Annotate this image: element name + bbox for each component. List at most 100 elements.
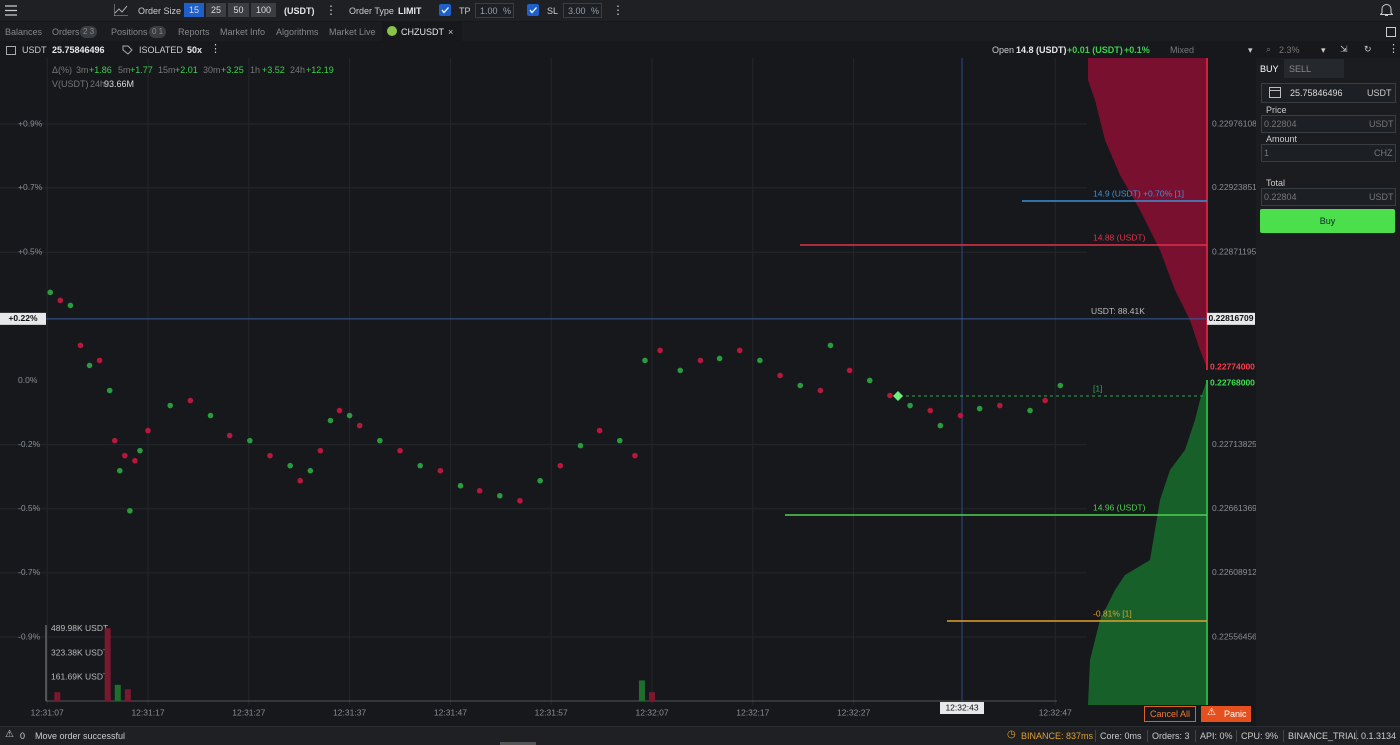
tp-input[interactable] [475,3,514,18]
wallet-icon [1269,87,1281,98]
zoom[interactable]: 2.3% [1279,45,1300,55]
panic-button[interactable]: ⚠ Panic [1201,706,1251,722]
size-button[interactable]: 50 [228,3,249,17]
buy-button[interactable]: Buy [1260,209,1395,233]
order-size-label: Order Size [138,6,182,16]
tab[interactable]: Positions [111,27,148,37]
delta-value: +1.86 [89,65,112,75]
y-tick-label: 0.22976108 [1212,118,1256,128]
leverage[interactable]: 50x [187,45,203,55]
order-marker [893,391,903,401]
mode-select[interactable]: Mixed [1170,45,1195,55]
tab-badge: 0 1 [149,26,167,38]
trade-point [736,347,743,354]
trade-point [67,302,74,309]
price-unit: USDT [1369,119,1394,129]
tab[interactable]: Balances [5,27,43,37]
tp-unit: % [503,6,512,16]
x-tick-label: 12:32:17 [736,707,769,717]
trade-point [96,357,103,364]
price-tag [1207,312,1255,325]
trade-point [1042,397,1048,404]
chart-icon[interactable] [114,4,128,16]
trade-point [937,422,944,429]
tp-label: TP [459,6,471,16]
y-tick-label: 0.22713825 [1212,439,1256,449]
cancel-all-button[interactable]: Cancel All [1144,706,1196,722]
price-input[interactable] [1261,115,1396,133]
trade-point [145,427,151,434]
pnl: +0.01 (USDT) [1067,45,1123,55]
sell-tab-bg[interactable] [1284,59,1344,78]
tp-value: 1.00 [480,6,498,16]
sl-checkbox[interactable] [527,4,539,16]
size-button[interactable]: 100 [251,3,276,17]
kebab[interactable]: ⋮ [210,43,221,55]
tp-checkbox[interactable] [439,4,451,16]
pct-tick-label: +0.5% [18,247,43,257]
currency: USDT [22,45,47,55]
trade-point [417,462,423,469]
buy-tab[interactable]: BUY [1260,64,1279,74]
expand-icon[interactable] [1386,27,1396,37]
tab[interactable]: Market Info [220,27,266,37]
dropdown-arrow[interactable]: ▾ [1248,45,1253,55]
volume-value: 93.66M [104,79,135,89]
menu-icon[interactable] [5,5,17,16]
history-icon[interactable]: ↻ [1364,44,1372,54]
kebab[interactable]: ⋮ [1388,43,1399,55]
tab[interactable]: Market Live [329,27,376,37]
bell-icon[interactable] [1380,3,1393,17]
x-tick-label: 12:32:27 [837,707,870,717]
x-tick-label: 12:31:17 [131,707,164,717]
trade-point [907,402,913,409]
size-button[interactable]: 15 [184,3,204,17]
kebab[interactable]: ⋮ [612,3,624,17]
trade-point [346,412,353,419]
sell-tab[interactable]: SELL [1289,64,1312,74]
delta-period: 3m [76,65,89,75]
tab[interactable]: Reports [178,27,210,37]
tool-icon[interactable]: ⇲ [1340,44,1348,54]
trade-point [957,412,964,419]
instrument-bar: USDT 25.75846496 ISOLATED 50x ⋮ Open 14.… [0,42,1400,58]
trade-point [866,377,873,384]
tab[interactable]: Orders [52,27,80,37]
x-tick-label: 12:31:27 [232,707,265,717]
pct-tick-label: -0.5% [18,503,41,513]
pct-tick-label: -0.9% [18,631,41,641]
delta-period: 15m [158,65,176,75]
volume-bar [104,628,111,701]
trade-point [476,487,483,494]
amount-input[interactable] [1261,144,1396,162]
trade-point [497,492,503,499]
dropdown-arrow[interactable]: ▾ [1321,45,1326,55]
delta-period: 1h [250,65,261,75]
delta-period: 30m [203,65,221,75]
kebab[interactable]: ⋮ [325,3,337,17]
trade-point [817,387,824,394]
trade-point [356,422,363,429]
trade-point [457,482,464,489]
size-button[interactable]: 25 [206,3,226,17]
trade-point [307,467,314,474]
active-tab-bg[interactable] [382,22,462,41]
trade-point [167,402,173,409]
total-label: Total [1266,178,1286,188]
tab[interactable]: CHZUSDT [401,27,444,37]
status-item: 0.1.3134 [1361,731,1397,741]
tab[interactable]: Algorithms [276,27,319,37]
tab-close[interactable]: × [448,27,454,37]
warning-icon[interactable]: ⚠ [5,729,14,740]
status-item: Orders: 3 [1152,731,1190,741]
total-unit: USDT [1369,192,1394,202]
order-type[interactable]: LIMIT [398,6,422,16]
toolbar: Order Size 15 25 50 100 (USDT) ⋮ Order Type… [0,0,1400,21]
status-bar: ⚠ 0 Move order successful ◷ BINANCE: 837m… [0,726,1400,745]
sl-input[interactable] [563,3,602,18]
order-panel: BUY SELL 25.75846496 USDT Price 0.22804 … [1256,58,1400,726]
alert-count: 0 [20,731,26,741]
trade-point [377,437,383,444]
total-input [1261,188,1396,206]
margin-mode[interactable]: ISOLATED [139,45,183,55]
